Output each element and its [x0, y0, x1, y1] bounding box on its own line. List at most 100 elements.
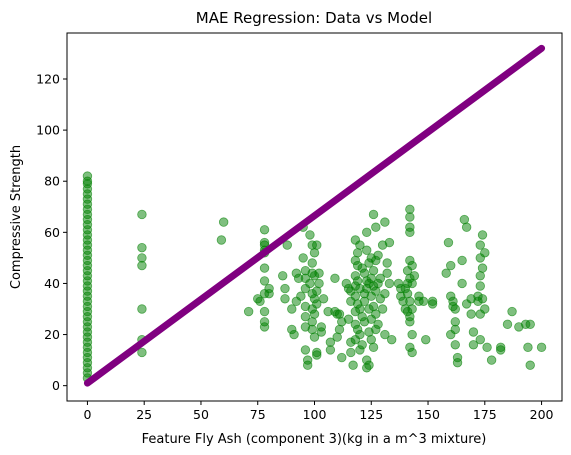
data-point: [305, 278, 315, 289]
data-point: [446, 260, 456, 271]
data-point: [312, 299, 322, 309]
y-tick-label: 80: [44, 174, 60, 189]
x-tick-label: 50: [193, 407, 209, 422]
data-point: [371, 286, 381, 296]
data-point: [443, 237, 454, 248]
data-point: [475, 334, 485, 345]
data-point: [352, 248, 363, 258]
data-point: [307, 258, 317, 268]
data-point: [407, 278, 417, 289]
data-point: [384, 278, 395, 289]
data-point: [477, 263, 488, 273]
data-point: [137, 242, 147, 253]
data-point: [300, 345, 311, 355]
data-point: [137, 209, 147, 220]
x-tick-label: 100: [303, 407, 327, 422]
data-point: [280, 294, 290, 304]
data-point: [480, 248, 490, 258]
data-point: [477, 230, 488, 240]
data-point: [352, 276, 363, 286]
data-point: [466, 309, 476, 319]
data-point: [330, 273, 340, 284]
data-point: [475, 271, 485, 281]
data-point: [468, 327, 479, 337]
data-points-layer: [82, 171, 547, 383]
data-point: [348, 360, 358, 370]
data-point: [371, 309, 381, 319]
data-point: [255, 296, 265, 307]
model-line-layer: [83, 44, 546, 387]
data-point: [450, 340, 460, 350]
data-point: [382, 258, 392, 268]
data-point: [309, 309, 320, 319]
data-point: [482, 342, 492, 353]
x-tick-label: 75: [250, 407, 266, 422]
data-point: [536, 342, 547, 353]
data-point: [296, 291, 306, 301]
data-point: [312, 240, 322, 250]
data-point: [366, 334, 376, 345]
data-point: [380, 288, 390, 299]
y-axis-ticks: 0 20 40 60 80 100 120: [36, 72, 67, 393]
x-tick-label: 0: [83, 407, 91, 422]
data-point: [309, 332, 320, 342]
data-point: [368, 342, 379, 353]
data-point: [137, 304, 147, 314]
data-point: [380, 329, 390, 340]
data-point: [480, 304, 490, 314]
data-point: [216, 235, 227, 245]
data-point: [300, 311, 311, 322]
data-point: [477, 294, 488, 304]
data-point: [302, 360, 313, 370]
data-point: [461, 222, 472, 232]
data-point: [402, 288, 413, 299]
data-point: [350, 291, 361, 301]
data-point: [359, 296, 370, 307]
data-point: [525, 319, 535, 330]
data-point: [525, 360, 535, 370]
data-point: [364, 360, 374, 370]
data-point: [343, 314, 354, 324]
data-point: [137, 260, 147, 271]
data-point: [355, 329, 365, 340]
data-point: [459, 214, 470, 225]
data-point: [486, 355, 497, 365]
data-point: [427, 299, 438, 309]
y-tick-label: 60: [44, 225, 60, 240]
data-point: [312, 350, 322, 360]
data-point: [307, 324, 317, 335]
data-point: [278, 271, 288, 281]
data-point: [407, 304, 417, 314]
data-point: [382, 268, 392, 278]
data-point: [325, 345, 336, 355]
data-point: [259, 306, 270, 317]
y-axis-label: Compressive Strength: [9, 145, 24, 289]
data-point: [355, 240, 365, 250]
data-point: [368, 301, 379, 312]
data-point: [502, 319, 513, 330]
y-tick-label: 100: [36, 123, 60, 138]
data-point: [457, 255, 467, 266]
data-point: [375, 273, 386, 284]
data-point: [418, 296, 429, 307]
x-axis-ticks: 0 25 50 75 100 125 150 175 200: [83, 401, 554, 422]
data-point: [407, 329, 417, 340]
data-point: [312, 286, 322, 296]
data-point: [259, 322, 270, 332]
data-point: [259, 276, 270, 286]
data-point: [368, 265, 379, 276]
data-point: [407, 260, 417, 271]
data-point: [450, 304, 460, 314]
data-point: [289, 329, 299, 340]
data-point: [405, 227, 415, 238]
axes-frame: [66, 32, 563, 402]
data-point: [450, 324, 460, 335]
data-point: [409, 271, 420, 281]
data-point: [82, 171, 93, 181]
y-tick-label: 0: [52, 378, 60, 393]
x-tick-label: 175: [473, 407, 497, 422]
data-point: [282, 240, 292, 250]
data-point: [318, 294, 329, 304]
data-point: [218, 217, 229, 227]
data-point: [405, 212, 415, 222]
